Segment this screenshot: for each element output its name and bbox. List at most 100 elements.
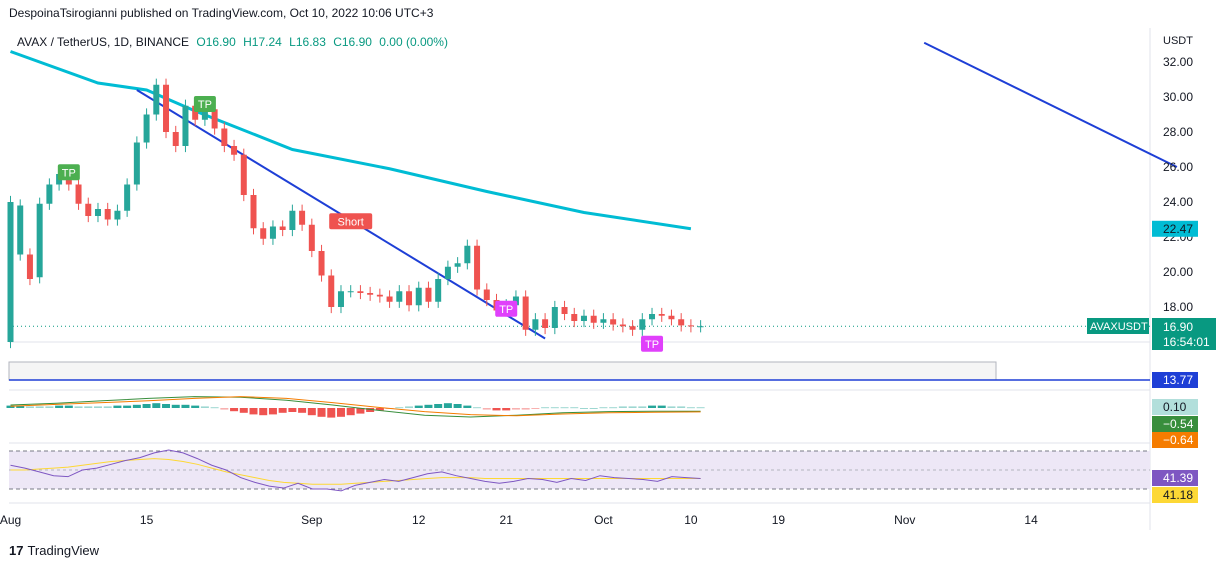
candle[interactable] [639, 319, 646, 330]
tp-marker[interactable] [57, 164, 80, 181]
candle[interactable] [678, 319, 685, 326]
candle[interactable] [629, 326, 636, 330]
x-tick-label: 10 [684, 513, 698, 527]
candle[interactable] [192, 105, 199, 120]
candle[interactable] [240, 154, 247, 195]
candle[interactable] [85, 203, 92, 216]
candle[interactable] [376, 294, 383, 297]
candle[interactable] [26, 254, 33, 280]
candle[interactable] [561, 307, 568, 314]
candle[interactable] [17, 205, 24, 255]
macd-histogram-bar [686, 407, 695, 409]
macd-histogram-bar [171, 404, 180, 408]
macd-signal-line[interactable] [10, 396, 701, 417]
candle[interactable] [687, 325, 694, 327]
candle[interactable] [668, 315, 675, 320]
candle[interactable] [512, 296, 519, 306]
candle[interactable] [269, 226, 276, 239]
candle[interactable] [328, 275, 335, 308]
candle[interactable] [250, 195, 257, 229]
candle[interactable] [182, 105, 189, 146]
tp-marker[interactable] [641, 335, 664, 352]
candle[interactable] [532, 319, 539, 330]
candle[interactable] [483, 289, 490, 301]
short-marker[interactable] [329, 213, 373, 230]
candle[interactable] [133, 142, 140, 185]
candle[interactable] [357, 291, 364, 293]
rsi-badge [1152, 487, 1198, 503]
candle[interactable] [318, 251, 325, 276]
candle[interactable] [658, 314, 665, 316]
candle[interactable] [551, 307, 558, 328]
candle[interactable] [36, 203, 43, 278]
candle[interactable] [367, 293, 374, 295]
rsi-line[interactable] [10, 449, 701, 492]
rsi-badge [1152, 470, 1198, 486]
candle[interactable] [590, 315, 597, 323]
candle[interactable] [75, 184, 82, 204]
candle[interactable] [454, 263, 461, 267]
symbol-name[interactable]: AVAX / TetherUS, 1D, BINANCE [17, 35, 190, 49]
candle[interactable] [444, 266, 451, 279]
ma-value-badge [1152, 220, 1198, 237]
candle[interactable] [94, 209, 101, 216]
candle[interactable] [46, 184, 53, 204]
currency-label: USDT [1163, 35, 1193, 47]
candle[interactable] [299, 210, 306, 225]
candle[interactable] [172, 132, 179, 146]
candle[interactable] [600, 319, 607, 323]
candle[interactable] [619, 324, 626, 327]
candle[interactable] [649, 314, 656, 320]
candle[interactable] [474, 245, 481, 290]
tp-marker[interactable] [193, 96, 216, 112]
candle[interactable] [542, 319, 549, 328]
macd-line[interactable] [10, 396, 701, 418]
candle[interactable] [104, 209, 111, 220]
candle[interactable] [308, 224, 315, 251]
macd-histogram-bar [521, 408, 530, 410]
candle[interactable] [697, 326, 704, 328]
macd-histogram-bar [142, 404, 151, 408]
candle[interactable] [201, 109, 208, 120]
candle[interactable] [7, 202, 14, 342]
macd-badge [1152, 416, 1198, 432]
candle[interactable] [347, 291, 354, 293]
candle[interactable] [260, 228, 267, 239]
candle[interactable] [610, 319, 617, 325]
range-box[interactable] [8, 361, 997, 381]
candle[interactable] [464, 245, 471, 264]
candle[interactable] [337, 291, 344, 307]
macd-histogram-bar [570, 407, 579, 409]
candle[interactable] [522, 296, 529, 330]
macd-histogram-bar [64, 405, 73, 408]
macd-histogram-bar [6, 405, 15, 408]
moving-average-line[interactable] [9, 50, 692, 231]
x-tick-label: 21 [500, 513, 514, 527]
macd-histogram-bar [230, 408, 239, 412]
candle[interactable] [396, 291, 403, 302]
candle[interactable] [221, 128, 228, 147]
candle[interactable] [153, 84, 160, 115]
candle[interactable] [580, 315, 587, 321]
candle[interactable] [571, 314, 578, 321]
tp-marker[interactable] [495, 300, 518, 317]
candle[interactable] [386, 296, 393, 302]
y-tick-label: 26.00 [1163, 160, 1193, 174]
candle[interactable] [279, 226, 286, 231]
macd-histogram-bar [395, 407, 404, 409]
candle[interactable] [163, 84, 170, 132]
candle[interactable] [415, 287, 422, 306]
candle[interactable] [425, 287, 432, 302]
candle[interactable] [143, 114, 150, 143]
candle[interactable] [124, 184, 131, 211]
tradingview-footer[interactable]: 17 TradingView [9, 543, 99, 558]
candle[interactable] [406, 291, 413, 306]
candle[interactable] [435, 279, 442, 302]
trendline[interactable] [923, 41, 1178, 168]
macd-histogram-bar [268, 408, 277, 415]
candle[interactable] [231, 146, 238, 155]
candle[interactable] [114, 210, 121, 220]
candle[interactable] [211, 109, 218, 129]
candle[interactable] [289, 210, 296, 230]
